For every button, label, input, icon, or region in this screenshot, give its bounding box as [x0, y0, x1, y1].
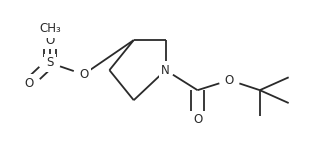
Text: O: O — [225, 74, 234, 87]
Text: O: O — [24, 77, 33, 89]
Text: N: N — [161, 64, 170, 77]
Text: O: O — [79, 68, 88, 81]
Text: O: O — [46, 34, 55, 47]
Text: CH₃: CH₃ — [39, 22, 61, 35]
Text: S: S — [46, 57, 54, 69]
Text: O: O — [193, 113, 202, 126]
